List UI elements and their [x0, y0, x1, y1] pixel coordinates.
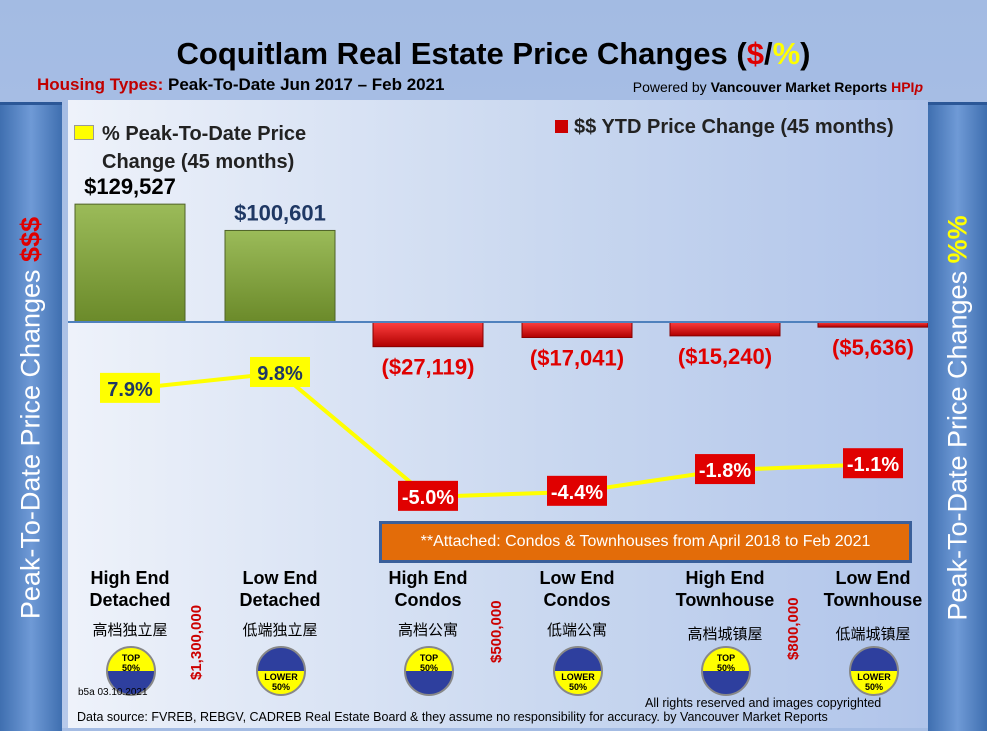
pct-label-0: 7.9% [107, 379, 153, 401]
powered-prefix: Powered by [632, 79, 711, 95]
title-text: Coquitlam Real Estate Price Changes ( [176, 36, 747, 71]
legend-line-swatch [74, 125, 94, 140]
powered-brand: Vancouver Market Reports [710, 79, 892, 95]
badge-top: LOWER [264, 672, 298, 682]
top-50-badge: TOP 50% [404, 646, 454, 696]
powered-by: Powered by Vancouver Market Reports HPIp [633, 79, 923, 95]
price-threshold: $1,300,000 [188, 604, 205, 680]
title-close: ) [800, 36, 811, 71]
pct-label-bg-4 [695, 454, 755, 485]
powered-hpi: HPI [891, 79, 915, 95]
price-threshold: $500,000 [488, 600, 505, 663]
bar-4 [669, 321, 781, 337]
category-cn-label: 高档公寓 [397, 622, 458, 639]
data-source: Data source: FVREB, REBGV, CADREB Real E… [77, 710, 828, 724]
price-threshold: $800,000 [785, 597, 802, 660]
rights-label: All rights reserved and images copyright… [645, 696, 882, 710]
bar-3 [521, 321, 633, 339]
pct-label-bg-3 [547, 475, 607, 506]
left-axis-panel: Peak-To-Date Price Changes $$$ [0, 102, 62, 731]
legend-bar-swatch [555, 120, 568, 133]
right-axis-text: Peak-To-Date Price Changes [942, 263, 972, 621]
pct-label-bg-0 [100, 372, 160, 403]
badge-pct: 50% [568, 682, 587, 692]
bar-label-1: $100,601 [234, 200, 326, 225]
bar-1 [224, 229, 336, 323]
category-label: High End Condos [388, 568, 468, 610]
bar-2 [372, 321, 484, 348]
badge-pct: 50% [864, 682, 883, 692]
bar-label-5: ($5,636) [832, 335, 914, 360]
category-cn-label: 低端公寓 [546, 622, 607, 639]
badge-top: TOP [716, 653, 736, 663]
badge-pct: 50% [419, 663, 438, 673]
category-cn-label: 低端城镇屋 [835, 626, 911, 643]
legend-line-text-2: Change (45 months) [102, 151, 295, 173]
pct-label-2: -5.0% [402, 487, 454, 509]
badge-top: LOWER [561, 672, 595, 682]
left-axis-title: Peak-To-Date Price Changes $$$ [16, 217, 47, 619]
chart-title: Coquitlam Real Estate Price Changes ($/%… [0, 36, 987, 72]
subtitle-label: Housing Types: [37, 75, 164, 94]
right-axis-title: Peak-To-Date Price Changes %% [942, 215, 973, 620]
bar-label-4: ($15,240) [678, 344, 772, 369]
category-label: Low End Condos [539, 568, 615, 610]
badge-top: LOWER [857, 672, 891, 682]
version-label: b5a 03.10.2021 [78, 687, 148, 698]
badge-pct: 50% [716, 663, 735, 673]
lower-50-badge: LOWER 50% [849, 646, 899, 696]
bar-label-0: $129,527 [84, 174, 176, 199]
category-label: High End Townhouse [675, 568, 775, 610]
left-axis-symbol: $$$ [15, 216, 46, 262]
plot-area: $129,527 $100,601 ($27,119) ($17,041) ($15,2… [68, 100, 928, 728]
badge-pct: 50% [121, 663, 140, 673]
lower-50-badge: LOWER 50% [256, 646, 306, 696]
pct-label-bg-1 [250, 356, 310, 387]
pct-label-5: -1.1% [847, 454, 899, 476]
title-slash: / [763, 36, 773, 71]
pct-label-3: -4.4% [551, 482, 603, 504]
title-pct: % [772, 36, 801, 71]
pct-label-bg-5 [843, 448, 903, 479]
title-dollar: $ [746, 36, 764, 71]
top-50-badge: TOP 50% [106, 646, 156, 696]
top-50-badge: TOP 50% [701, 646, 751, 696]
lower-50-badge: LOWER 50% [553, 646, 603, 696]
pct-label-1: 9.8% [257, 363, 303, 385]
pct-label-bg-2 [398, 480, 458, 511]
legend-bar-text: $$ YTD Price Change (45 months) [574, 116, 894, 138]
pct-line [129, 370, 874, 499]
legend-line: % Peak-To-Date Price Change (45 months) [74, 120, 306, 176]
category-label: Low End Townhouse [823, 568, 923, 610]
category-cn-label: 高档独立屋 [92, 622, 168, 639]
subtitle-period: Peak-To-Date Jun 2017 – Feb 2021 [167, 75, 445, 94]
category-label: Low End Detached [239, 568, 321, 610]
bar-label-3: ($17,041) [530, 346, 624, 371]
legend-line-text-1: % Peak-To-Date Price [102, 123, 307, 145]
powered-p: p [914, 79, 923, 95]
category-cn-label: 低端独立屋 [242, 622, 318, 639]
pct-label-4: -1.8% [699, 460, 751, 482]
left-axis-text: Peak-To-Date Price Changes [15, 261, 46, 620]
badge-pct: 50% [271, 682, 290, 692]
bar-label-2: ($27,119) [382, 355, 475, 380]
chart-svg: $129,527 $100,601 ($27,119) ($17,041) ($15,2… [68, 174, 928, 511]
right-axis-symbol: %% [942, 215, 972, 264]
category-cn-label: 高档城镇屋 [687, 626, 763, 643]
subtitle: Housing Types: Peak-To-Date Jun 2017 – F… [37, 75, 445, 95]
legend-bar: $$ YTD Price Change (45 months) [555, 116, 894, 139]
badge-top: TOP [121, 653, 141, 663]
badge-top: TOP [419, 653, 439, 663]
category-label: High End Detached [89, 568, 171, 610]
right-axis-panel: Peak-To-Date Price Changes %% [928, 102, 987, 731]
bar-0 [74, 203, 186, 323]
note-box: **Attached: Condos & Townhouses from Apr… [379, 521, 912, 563]
